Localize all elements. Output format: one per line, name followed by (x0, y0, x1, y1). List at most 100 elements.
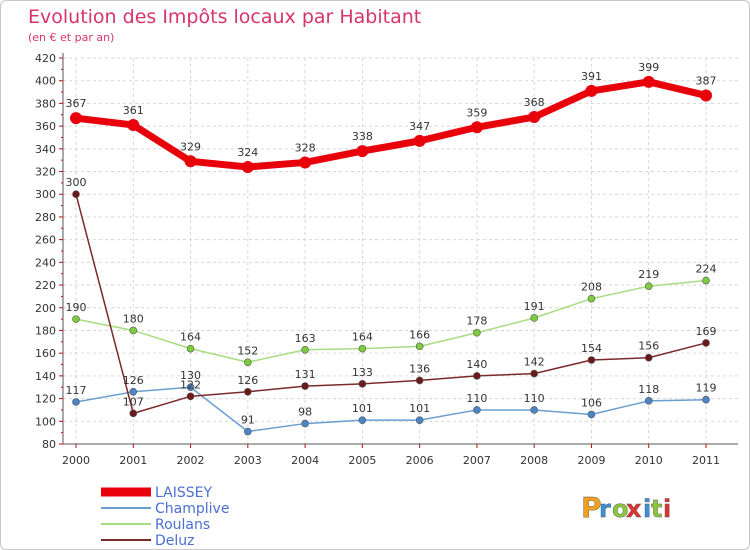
data-point-champlive (186, 383, 195, 392)
data-label-champlive: 130 (180, 369, 201, 382)
y-tick-label: 180 (35, 324, 56, 337)
logo-letter: i (663, 495, 671, 523)
data-point-laissey (241, 160, 254, 173)
data-label-roulans: 163 (295, 332, 316, 345)
series-line-deluz (75, 193, 707, 415)
data-point-roulans (244, 358, 252, 367)
data-label-laissey: 324 (237, 146, 258, 159)
data-point-laissey (528, 111, 541, 124)
x-tick-label: 2009 (577, 454, 605, 467)
data-labels: 117 126 130 91 98 101 101 110 110 106 118 119 190 180… (66, 61, 717, 427)
data-point-laissey (127, 118, 140, 131)
data-label-laissey: 368 (524, 96, 545, 109)
data-label-roulans: 152 (237, 344, 258, 357)
data-label-deluz: 300 (66, 176, 87, 189)
logo-letter: o (612, 495, 629, 523)
y-tick-label: 160 (35, 347, 56, 360)
data-label-roulans: 191 (524, 300, 545, 313)
data-label-champlive: 110 (524, 392, 545, 405)
data-label-roulans: 164 (352, 331, 373, 344)
x-tick-label: 2003 (234, 454, 262, 467)
series-line-champlive (75, 386, 707, 433)
data-label-roulans: 164 (180, 331, 201, 344)
x-tick-label: 2000 (62, 454, 90, 467)
data-point-roulans (186, 344, 195, 353)
data-label-champlive: 118 (638, 383, 659, 396)
data-point-roulans (301, 345, 309, 354)
data-label-deluz: 133 (352, 366, 373, 379)
data-point-deluz (587, 356, 596, 364)
y-tick-label: 400 (35, 75, 56, 88)
x-axis-ticks: 2000 2001 2002 2003 2004 2005 2006 2007 2008 2009… (62, 444, 720, 467)
x-tick-label: 2006 (406, 454, 434, 467)
data-point-deluz (72, 190, 80, 199)
data-label-champlive: 101 (352, 402, 373, 415)
data-label-roulans: 166 (409, 328, 430, 341)
x-tick-label: 2008 (520, 454, 548, 467)
data-label-deluz: 154 (581, 342, 602, 355)
y-tick-label: 380 (35, 97, 56, 110)
data-point-laissey (700, 89, 712, 102)
y-tick-label: 360 (35, 120, 56, 133)
data-point-roulans (473, 328, 481, 337)
data-point-roulans (702, 276, 710, 285)
data-point-laissey (642, 75, 655, 88)
y-axis-ticks: 80 100 120 140 160 180 200 220 240 260 280 300 320 34… (35, 52, 63, 451)
data-point-champlive (702, 395, 710, 404)
data-label-deluz: 169 (696, 325, 717, 338)
y-tick-label: 320 (35, 166, 56, 179)
x-tick-label: 2010 (635, 454, 663, 467)
data-label-deluz: 142 (524, 356, 545, 369)
legend-label-roulans: Roulans (155, 517, 210, 533)
x-tick-label: 2002 (177, 454, 205, 467)
data-point-deluz (415, 376, 424, 385)
data-point-deluz (244, 387, 252, 396)
x-tick-label: 2004 (291, 454, 319, 467)
data-point-champlive (129, 387, 138, 396)
data-point-champlive (587, 410, 596, 419)
data-point-champlive (530, 406, 538, 414)
plot-area (63, 58, 738, 444)
data-point-champlive (72, 398, 80, 406)
data-label-laissey: 347 (409, 120, 430, 133)
data-label-roulans: 178 (466, 315, 487, 328)
logo-letter: t (651, 495, 662, 523)
data-point-deluz (644, 353, 653, 362)
y-tick-label: 220 (35, 279, 56, 292)
y-tick-label: 340 (35, 143, 56, 156)
legend-label-champlive: Champlive (155, 501, 229, 517)
y-tick-label: 300 (35, 188, 56, 201)
data-point-laissey (585, 84, 598, 97)
y-tick-label: 80 (42, 438, 56, 451)
data-label-champlive: 119 (696, 382, 717, 395)
series-line-roulans (75, 279, 707, 364)
data-label-laissey: 361 (123, 104, 144, 117)
data-point-roulans (415, 342, 424, 351)
data-point-roulans (587, 294, 596, 303)
data-label-laissey: 338 (352, 130, 373, 143)
data-point-deluz (702, 339, 710, 347)
data-label-deluz: 140 (466, 358, 487, 371)
data-label-deluz: 107 (123, 395, 144, 408)
data-label-roulans: 208 (581, 281, 602, 294)
data-point-laissey (70, 112, 82, 125)
data-point-deluz (186, 392, 195, 401)
y-tick-label: 420 (35, 52, 56, 65)
y-tick-label: 260 (35, 234, 56, 247)
data-point-champlive (244, 427, 252, 436)
data-point-roulans (358, 344, 367, 353)
legend-label-laissey: LAISSEY (155, 485, 212, 501)
data-label-roulans: 180 (123, 312, 144, 325)
logo-letter: P (581, 491, 602, 524)
y-tick-label: 120 (35, 393, 56, 406)
data-label-laissey: 399 (638, 61, 659, 74)
grid-lines (63, 57, 738, 445)
logo-letter: x (626, 495, 642, 523)
data-label-champlive: 91 (241, 414, 255, 427)
data-point-roulans (72, 315, 80, 323)
data-point-champlive (415, 416, 424, 424)
logo-letter: i (643, 495, 651, 523)
data-label-deluz: 136 (409, 362, 430, 375)
